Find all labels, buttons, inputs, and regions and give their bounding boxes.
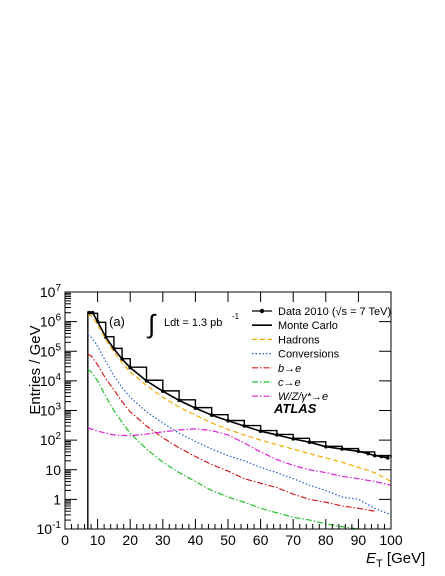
series-2 xyxy=(87,314,392,483)
x-tick-label: 40 xyxy=(188,532,204,548)
y-tick-label: 102 xyxy=(40,431,62,448)
series-line xyxy=(87,427,392,486)
x-tick-label: 80 xyxy=(318,532,334,548)
legend-entry: c→e xyxy=(252,377,301,389)
legend-entry: Conversions xyxy=(252,349,340,361)
legend-entry: W/Z/γ*→e xyxy=(252,391,328,403)
legend-label: b→e xyxy=(278,363,301,375)
legend: Data 2010 (√s = 7 TeV) Monte Carlo Hadrons… xyxy=(252,306,391,403)
x-tick-label: 0 xyxy=(61,532,69,548)
legend-label: W/Z/γ*→e xyxy=(278,391,328,403)
legend-entry: Monte Carlo xyxy=(252,320,338,332)
legend-entry: Hadrons xyxy=(252,334,320,346)
legend-entry: b→e xyxy=(252,363,301,375)
series-5 xyxy=(87,368,359,530)
x-tick-label: 60 xyxy=(253,532,269,548)
x-tick-label: 100 xyxy=(379,532,403,548)
series-line xyxy=(87,368,359,530)
y-tick-label: 10-1 xyxy=(37,520,62,537)
series-line xyxy=(87,314,392,483)
x-tick-label: 50 xyxy=(220,532,236,548)
legend-marker xyxy=(259,308,265,314)
series-line xyxy=(87,353,375,512)
series-1 xyxy=(87,311,392,529)
series-layer xyxy=(87,310,392,530)
y-tick-label: 104 xyxy=(40,372,62,389)
series-6 xyxy=(87,427,392,486)
x-axis-label: ET [GeV] xyxy=(366,550,425,570)
x-tick-label: 30 xyxy=(155,532,171,548)
y-tick-label: 1 xyxy=(53,491,61,507)
x-tick-label: 20 xyxy=(122,532,138,548)
y-tick-label: 10 xyxy=(45,462,61,478)
series-line xyxy=(87,334,392,516)
atlas-label: ATLAS xyxy=(273,401,317,416)
y-tick-label: 106 xyxy=(40,313,62,330)
x-tick-label: 10 xyxy=(90,532,106,548)
y-tick-label: 107 xyxy=(40,283,62,300)
axes: 0 10 20 30 40 50 60 70 80 90 100 10-1 1 10 102 103 104 10… xyxy=(37,283,403,548)
legend-label: Hadrons xyxy=(278,334,320,346)
panel-label: (a) xyxy=(109,314,125,329)
luminosity-exponent: -1 xyxy=(232,312,240,321)
data-point xyxy=(366,451,370,456)
legend-entry: Data 2010 (√s = 7 TeV) xyxy=(252,306,391,318)
y-tick-label: 105 xyxy=(40,342,62,359)
y-axis-label: Entries / GeV xyxy=(27,325,44,414)
x-tick-label: 90 xyxy=(351,532,367,548)
series-3 xyxy=(87,334,392,516)
integral-symbol: ∫ xyxy=(146,309,157,339)
legend-label: c→e xyxy=(278,377,301,389)
data-point xyxy=(385,456,390,460)
legend-label: Data 2010 (√s = 7 TeV) xyxy=(278,306,391,318)
series-4 xyxy=(87,353,375,512)
y-tick-label: 103 xyxy=(40,402,62,419)
mc-histogram xyxy=(87,311,392,529)
legend-label: Conversions xyxy=(278,349,340,361)
x-tick-label: 70 xyxy=(285,532,301,548)
legend-label: Monte Carlo xyxy=(278,320,338,332)
luminosity-label: Ldt = 1.3 pb xyxy=(164,317,222,329)
